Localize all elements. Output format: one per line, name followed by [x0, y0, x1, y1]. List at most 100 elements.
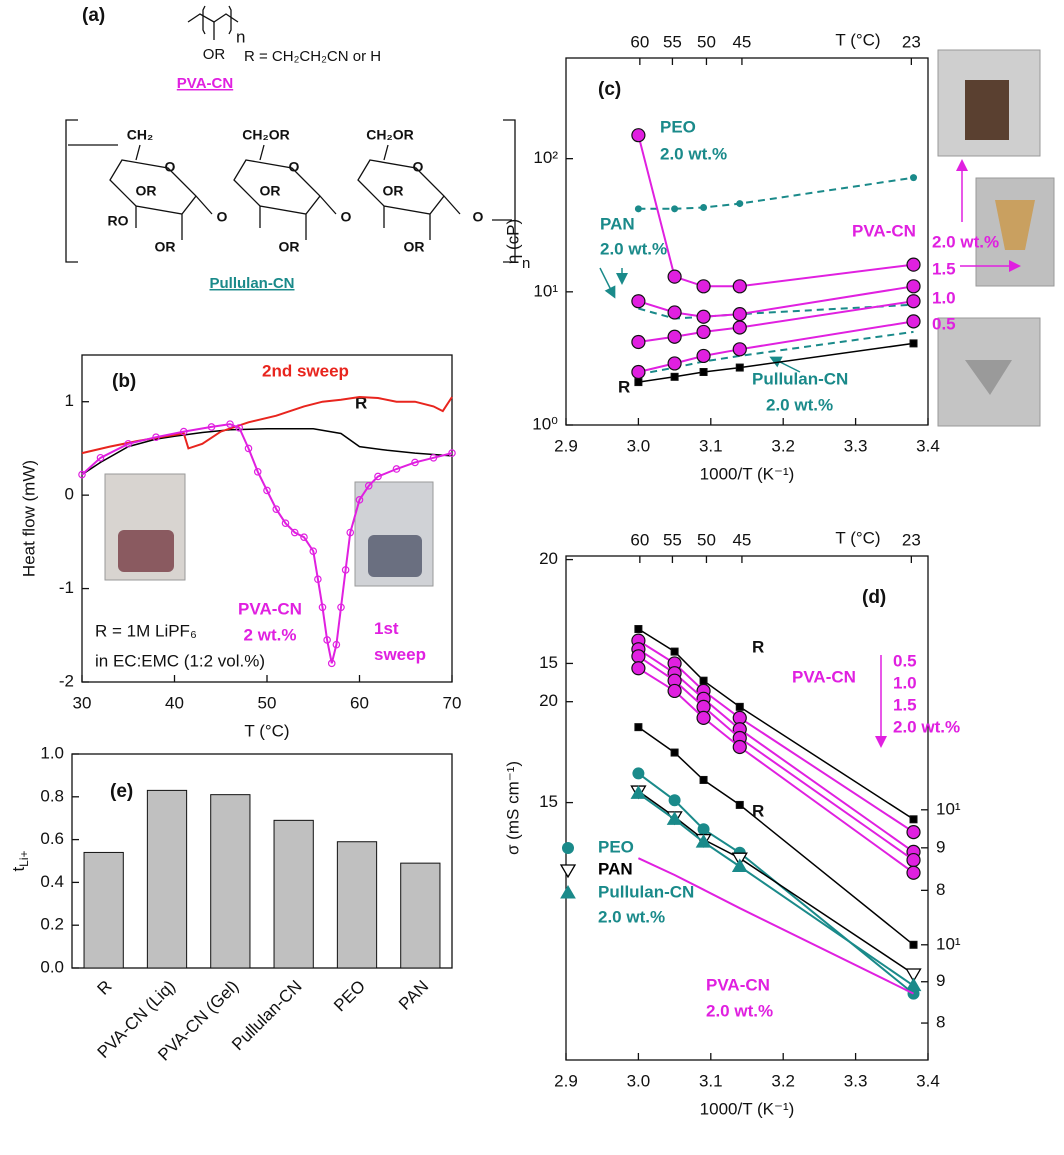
- x-axis-label: 1000/T (K⁻¹): [700, 464, 795, 483]
- marker: [671, 373, 678, 380]
- series-label: 2.0 wt.%: [932, 232, 999, 251]
- panel-label: (c): [598, 79, 621, 100]
- marker: [700, 204, 707, 211]
- bar: [84, 852, 123, 968]
- y-tick-label: 1: [65, 391, 74, 410]
- marker: [671, 205, 678, 212]
- y2-tick-label: 9: [936, 837, 945, 856]
- x-tick-label: 3.4: [916, 1071, 940, 1090]
- legend-label: PEO: [598, 837, 634, 856]
- x-tick-label: PAN: [395, 977, 432, 1014]
- series-line: [638, 178, 913, 209]
- marker: [910, 941, 917, 948]
- atom-label: O: [289, 159, 300, 175]
- atom-label: OR: [155, 239, 176, 255]
- series-label: 2nd sweep: [262, 361, 349, 380]
- x-tick-label: 40: [165, 693, 184, 712]
- marker: [697, 349, 710, 362]
- marker: [733, 741, 746, 754]
- marker: [668, 270, 681, 283]
- y-tick-label: 0.2: [40, 915, 64, 934]
- atom-label: O: [341, 209, 352, 225]
- atom-label: OR: [404, 239, 425, 255]
- marker: [700, 369, 707, 376]
- x2-tick-label: 45: [732, 32, 751, 51]
- photo: [368, 535, 422, 577]
- marker: [910, 816, 917, 823]
- ring: [358, 145, 460, 240]
- series-label: R: [752, 637, 764, 656]
- marker: [907, 866, 920, 879]
- annotation: R = 1M LiPF₆: [95, 621, 197, 640]
- y-tick-label: -1: [59, 578, 74, 597]
- y2-tick-label: 10¹: [936, 934, 961, 953]
- y2-tick-label: 10¹: [936, 799, 961, 818]
- atom-label: OR: [136, 183, 157, 199]
- annotation: PVA-CN: [238, 599, 302, 618]
- series-label: 2.0 wt.%: [893, 717, 960, 736]
- x2-tick-label: 60: [630, 530, 649, 549]
- r-definition: R = CH₂CH₂CN or H: [244, 48, 381, 65]
- series-label: R: [618, 377, 630, 396]
- pva-brackets: [203, 6, 231, 40]
- series-label: PVA-CN: [706, 975, 770, 994]
- series-label: 1st sweep: [374, 619, 426, 664]
- x-axis-label: 1000/T (K⁻¹): [700, 1099, 795, 1118]
- photo: [118, 530, 174, 572]
- x2-axis-label: T (°C): [835, 528, 880, 547]
- x-tick-label: 3.0: [627, 436, 651, 455]
- marker: [700, 776, 707, 783]
- marker: [910, 340, 917, 347]
- marker: [635, 205, 642, 212]
- x-tick-label: 70: [443, 693, 462, 712]
- pullulan-rings: [110, 145, 460, 240]
- y-tick-label: 0.6: [40, 829, 64, 848]
- marker: [907, 979, 921, 991]
- x-tick-label: 50: [258, 693, 277, 712]
- marker: [632, 767, 644, 779]
- y-tick-label: -2: [59, 671, 74, 690]
- bar: [274, 820, 313, 968]
- atom-label: O: [473, 209, 484, 225]
- series-label: R: [752, 801, 764, 820]
- bar: [401, 863, 440, 968]
- marker: [697, 325, 710, 338]
- marker: [697, 711, 710, 724]
- marker: [632, 295, 645, 308]
- panel-label: (e): [110, 781, 133, 802]
- marker: [907, 315, 920, 328]
- marker: [668, 684, 681, 697]
- pullulan-name: Pullulan-CN: [210, 275, 295, 292]
- marker: [733, 280, 746, 293]
- series-label: 1.0: [893, 673, 917, 692]
- marker: [632, 662, 645, 675]
- x2-tick-label: 55: [663, 530, 682, 549]
- marker: [632, 650, 645, 663]
- y2-tick-label: 8: [936, 1013, 945, 1032]
- series-label: 1.5: [932, 259, 956, 278]
- x-tick-label: 60: [350, 693, 369, 712]
- atom-label: OR: [260, 183, 281, 199]
- x-tick-label: 3.3: [844, 436, 868, 455]
- series-label: PEO: [660, 117, 696, 136]
- panel-label: (a): [82, 5, 105, 26]
- marker: [733, 321, 746, 334]
- x-tick-label: R: [94, 977, 116, 999]
- y-tick-label: 0.4: [40, 872, 64, 891]
- marker: [736, 200, 743, 207]
- marker: [910, 174, 917, 181]
- bar: [147, 790, 186, 968]
- marker: [907, 280, 920, 293]
- x-tick-label: 30: [73, 693, 92, 712]
- annotation: 2 wt.%: [244, 625, 297, 644]
- marker: [907, 258, 920, 271]
- x2-tick-label: 50: [697, 32, 716, 51]
- marker: [668, 330, 681, 343]
- marker: [736, 703, 743, 710]
- figure: (a) n OR R = CH₂CH₂CN or H PVA-CN CH₂CH₂…: [0, 0, 1064, 1155]
- panel-label: (b): [112, 371, 136, 392]
- atom-label: O: [217, 209, 228, 225]
- annotation: PVA-CN: [852, 221, 916, 240]
- x-tick-label: 3.1: [699, 1071, 723, 1090]
- y-axis-label: tLi+: [9, 850, 31, 871]
